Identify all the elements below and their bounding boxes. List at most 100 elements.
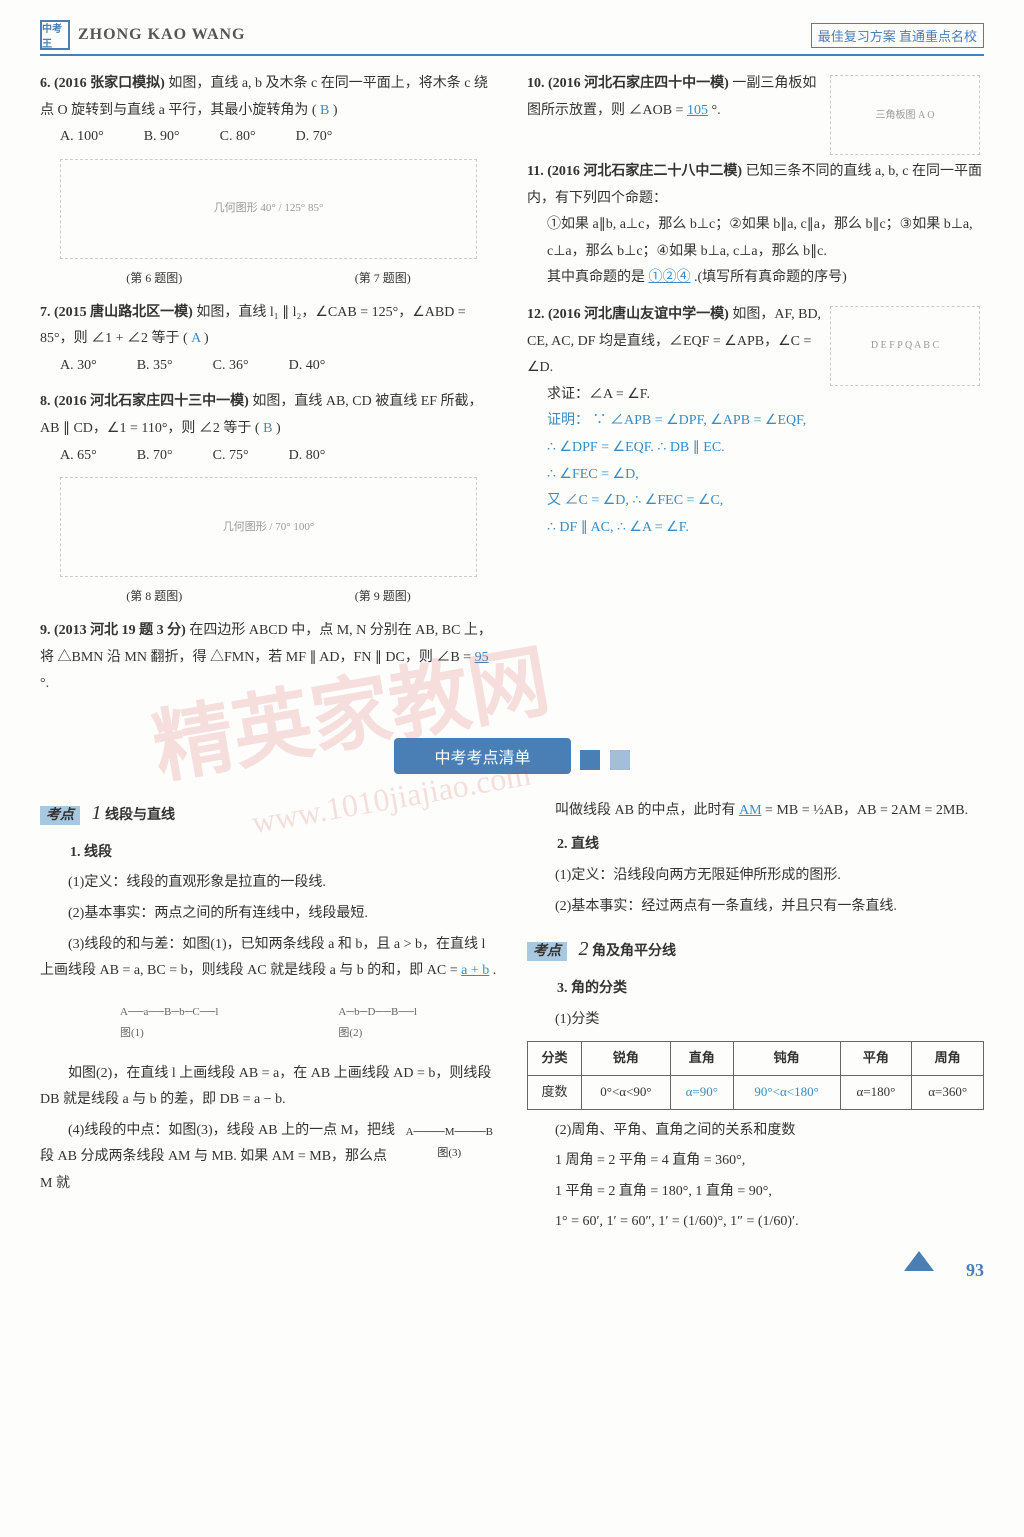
q6-opt-b: B. 90° (144, 124, 180, 151)
header-left: 中考王 ZHONG KAO WANG (40, 20, 246, 50)
q8-opt-a: A. 65° (60, 443, 97, 470)
td-1: α=90° (670, 1075, 733, 1109)
q11-answer: ①②④ (649, 270, 691, 285)
td-4: α=360° (912, 1075, 984, 1109)
header-title: ZHONG KAO WANG (78, 26, 246, 44)
rb-h2: 2. 直线 (557, 832, 984, 859)
q7-opt-d: D. 40° (289, 353, 326, 380)
q8-fig-label: (第 8 题图) (126, 585, 182, 608)
kd1-p1: (1)定义：线段的直观形象是拉直的一段线. (40, 870, 497, 897)
study-right: 叫做线段 AB 的中点，此时有 AM = MB = ½AB，AB = 2AM =… (527, 794, 984, 1240)
td-3: α=180° (840, 1075, 912, 1109)
rb-p2: (1)定义：沿线段向两方无限延伸所形成的图形. (527, 863, 984, 890)
banner-square-icon (580, 750, 600, 770)
table-header-row: 分类 锐角 直角 钝角 平角 周角 (528, 1042, 984, 1076)
q12-proof2: ∴ ∠DPF = ∠EQF. ∴ DB ∥ EC. (547, 435, 984, 462)
banner-square-icon-2 (610, 750, 630, 770)
rb-p1a: 叫做线段 AB 的中点，此时有 (555, 803, 735, 818)
left-column: 6. (2016 张家口模拟) 如图，直线 a, b 及木条 c 在同一平面上，… (40, 71, 497, 708)
kaodian-2-title: 角及角平分线 (592, 944, 676, 959)
q6-opt-d: D. 70° (296, 124, 333, 151)
question-6: 6. (2016 张家口模拟) 如图，直线 a, b 及木条 c 在同一平面上，… (40, 71, 497, 290)
q11-text2: 其中真命题的是 (547, 270, 645, 285)
kaodian-2-label: 考点 (527, 942, 567, 961)
question-12: D E F P Q A B C 12. (2016 河北唐山友谊中学一模) 如图… (527, 302, 984, 541)
q7-fig-label: (第 7 题图) (355, 267, 411, 290)
q6-opt-a: A. 100° (60, 124, 104, 151)
question-9: 9. (2013 河北 19 题 3 分) 在四边形 ABCD 中，点 M, N… (40, 618, 497, 698)
q6-num: 6. (40, 76, 51, 91)
td-2: 90°<α<180° (733, 1075, 840, 1109)
q8-opt-c: C. 75° (213, 443, 249, 470)
q7-opt-a: A. 30° (60, 353, 97, 380)
th-1: 锐角 (581, 1042, 670, 1076)
q10-unit: °. (711, 103, 720, 118)
q9-unit: °. (40, 676, 49, 691)
q12-proof4: 又 ∠C = ∠D, ∴ ∠FEC = ∠C, (547, 488, 984, 515)
q6-opt-c: C. 80° (220, 124, 256, 151)
q10-answer: 105 (687, 103, 708, 118)
th-3: 钝角 (733, 1042, 840, 1076)
q10-num: 10. (527, 76, 545, 91)
q11-text3: .(填写所有真命题的序号) (694, 270, 847, 285)
q7-num: 7. (40, 305, 51, 320)
question-10: 三角板图 A O 10. (2016 河北石家庄四十中一模) 一副三角板如图所示… (527, 71, 984, 124)
fig3-label: 图(3) (437, 1147, 461, 1159)
q12-proof3: ∴ ∠FEC = ∠D, (547, 462, 984, 489)
q11-items: ①如果 a∥b, a⊥c，那么 b⊥c；②如果 b∥a, c∥a，那么 b∥c；… (547, 212, 984, 265)
q12-proof-label: 证明： (547, 413, 589, 428)
question-7: 7. (2015 唐山路北区一模) 如图，直线 l₁ ∥ l₂，∠CAB = 1… (40, 300, 497, 380)
rb-ans1: AM (739, 803, 762, 818)
table-data-row: 度数 0°<α<90° α=90° 90°<α<180° α=180° α=36… (528, 1075, 984, 1109)
fig3-container: A────M────B 图(3) (406, 1122, 493, 1164)
br-p1: (2)周角、平角、直角之间的关系和度数 (527, 1118, 984, 1145)
kd1-p3b: . (493, 963, 497, 978)
q8-answer: B (263, 421, 272, 436)
q6-fig-label: (第 6 题图) (126, 267, 182, 290)
triangle-icon (904, 1251, 934, 1271)
kd2-p1: (1)分类 (527, 1007, 984, 1034)
br-p2: 1 周角 = 2 平角 = 4 直角 = 360°, (527, 1148, 984, 1175)
logo-icon: 中考王 (40, 20, 70, 50)
study-content: 考点 1 线段与直线 1. 线段 (1)定义：线段的直观形象是拉直的一段线. (… (40, 794, 984, 1240)
header-subtitle: 最佳复习方案 直通重点名校 (811, 23, 984, 48)
q6-options: A. 100° B. 90° C. 80° D. 70° (60, 124, 497, 151)
fig2-label: 图(2) (338, 1027, 362, 1039)
q7-opt-c: C. 36° (213, 353, 249, 380)
q8-opt-d: D. 80° (289, 443, 326, 470)
q6-q7-diagram: 几何图形 40° / 125° 85° (60, 159, 477, 259)
q12-diagram: D E F P Q A B C (830, 306, 980, 386)
q12-proof5: ∴ DF ∥ AC, ∴ ∠A = ∠F. (547, 515, 984, 542)
q8-options: A. 65° B. 70° C. 75° D. 80° (60, 443, 497, 470)
q8-source: (2016 河北石家庄四十三中一模) (54, 394, 249, 409)
section-banner: 中考考点清单 (40, 738, 984, 774)
q12-proof1: ∵ ∠APB = ∠DPF, ∠APB = ∠EQF, (593, 413, 807, 428)
rb-p1b: = MB = ½AB，AB = 2AM = 2MB. (765, 803, 968, 818)
kaodian-1-num: 1 (92, 802, 102, 824)
q9-answer: 95 (475, 650, 489, 665)
rb-p3: (2)基本事实：经过两点有一条直线，并且只有一条直线. (527, 894, 984, 921)
kd1-p2: (2)基本事实：两点之间的所有连线中，线段最短. (40, 901, 497, 928)
main-content: 6. (2016 张家口模拟) 如图，直线 a, b 及木条 c 在同一平面上，… (40, 71, 984, 708)
segment-diagram-12: A──a──B─b─C──l图(1) A─b─D──B──l图(2) (60, 993, 477, 1053)
kd1-p4: 如图(2)，在直线 l 上画线段 AB = a，在 AB 上画线段 AD = b… (40, 1061, 497, 1114)
q10-diagram: 三角板图 A O (830, 75, 980, 155)
kaodian-1-header: 考点 1 线段与直线 (40, 794, 497, 832)
q6-q7-labels: (第 6 题图) (第 7 题图) (40, 267, 497, 290)
page-header: 中考王 ZHONG KAO WANG 最佳复习方案 直通重点名校 (40, 20, 984, 56)
kaodian-1-title: 线段与直线 (105, 808, 175, 823)
br-p4: 1° = 60′, 1′ = 60″, 1′ = (1/60)°, 1″ = (… (527, 1209, 984, 1236)
q12-source: (2016 河北唐山友谊中学一模) (548, 307, 729, 322)
kd1-p3: (3)线段的和与差：如图(1)，已知两条线段 a 和 b，且 a > b，在直线… (40, 937, 485, 979)
q10-source: (2016 河北石家庄四十中一模) (548, 76, 729, 91)
q6-source: (2016 张家口模拟) (54, 76, 165, 91)
td-label: 度数 (528, 1075, 582, 1109)
q6-answer: B (320, 103, 329, 118)
q12-num: 12. (527, 307, 545, 322)
kd1-h1: 1. 线段 (70, 840, 497, 867)
th-4: 平角 (840, 1042, 912, 1076)
q7-answer: A (191, 331, 200, 346)
q9-fig-label: (第 9 题图) (355, 585, 411, 608)
question-11: 11. (2016 河北石家庄二十八中二模) 已知三条不同的直线 a, b, c… (527, 159, 984, 292)
q8-q9-diagram: 几何图形 / 70° 100° (60, 477, 477, 577)
